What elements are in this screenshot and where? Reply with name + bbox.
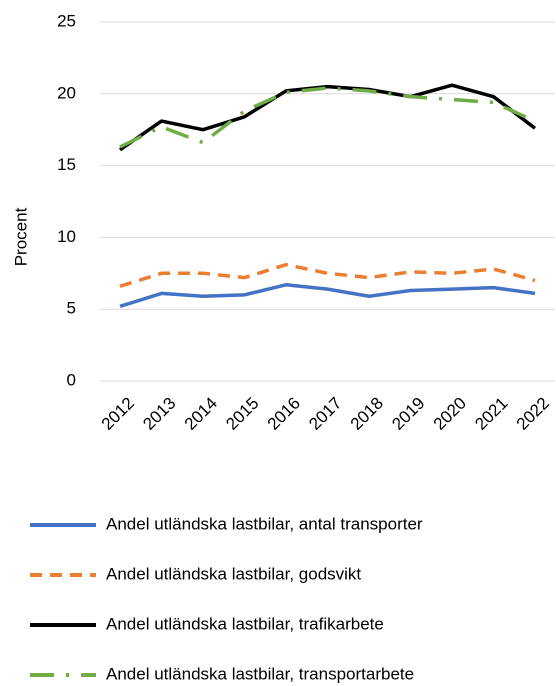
line-series — [119, 262, 536, 288]
x-tick-label: 2017 — [305, 394, 345, 434]
x-tick-label: 2022 — [513, 394, 553, 434]
legend-label: Andel utländska lastbilar, transportarbe… — [106, 664, 414, 683]
y-tick-label: 20 — [57, 83, 76, 102]
y-tick-label: 15 — [57, 155, 76, 174]
x-tick-label: 2016 — [264, 394, 304, 434]
x-tick-label: 2020 — [430, 394, 470, 434]
x-tick-label: 2012 — [98, 394, 138, 434]
x-tick-label: 2015 — [222, 394, 262, 434]
x-tick-label: 2014 — [181, 394, 221, 434]
x-tick-label: 2021 — [471, 394, 511, 434]
x-tick-label: 2019 — [388, 394, 428, 434]
legend-label: Andel utländska lastbilar, godsvikt — [106, 564, 361, 583]
line-series — [119, 83, 537, 152]
y-axis-label: Procent — [11, 207, 30, 266]
y-tick-label: 10 — [57, 227, 76, 246]
y-tick-label: 25 — [57, 11, 76, 30]
line-series — [119, 86, 536, 149]
x-tick-label: 2018 — [347, 394, 387, 434]
x-tick-label: 2013 — [139, 394, 179, 434]
legend-label: Andel utländska lastbilar, antal transpo… — [106, 514, 423, 533]
legend-label: Andel utländska lastbilar, trafikarbete — [106, 614, 384, 633]
y-tick-label: 5 — [67, 299, 76, 318]
line-series — [119, 283, 536, 308]
y-tick-label: 0 — [67, 370, 76, 389]
